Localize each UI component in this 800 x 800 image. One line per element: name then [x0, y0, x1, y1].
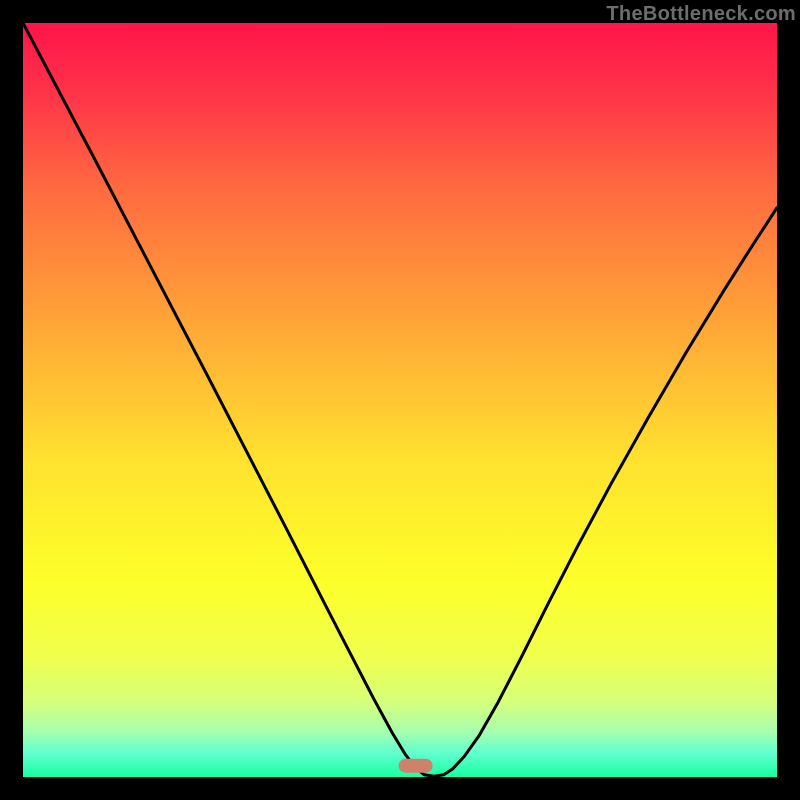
curve-layer: [23, 23, 777, 777]
chart-container: TheBottleneck.com: [0, 0, 800, 800]
plot-area: [23, 23, 777, 777]
curve-path: [23, 23, 777, 776]
trough-marker: [399, 759, 433, 773]
watermark-text: TheBottleneck.com: [606, 3, 796, 26]
